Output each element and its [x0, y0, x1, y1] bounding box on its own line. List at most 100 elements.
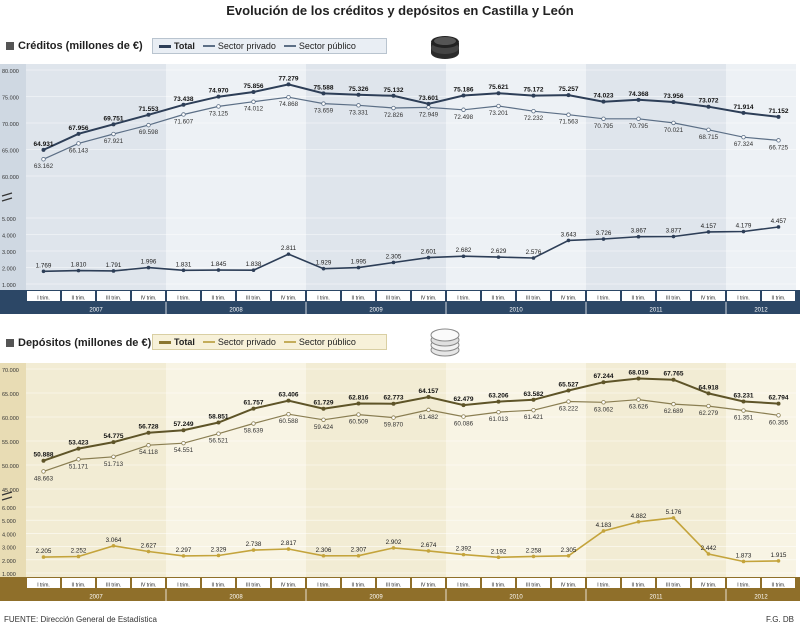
footer-credit: F.G. DB — [765, 615, 794, 624]
legend-swatch-icon — [283, 341, 296, 343]
credit-quarter-cell — [692, 291, 725, 301]
deposit-year-label: 2007 — [89, 595, 103, 601]
deposit-point-total — [76, 446, 81, 451]
credit-label-public: 2.629 — [491, 248, 507, 255]
deposit-label-public: 2.674 — [421, 542, 437, 549]
deposit-label-private: 60.509 — [349, 419, 369, 426]
credit-label-private: 74.868 — [279, 101, 299, 108]
deposit-line-public — [43, 517, 779, 563]
credit-label-total: 75.257 — [559, 86, 579, 93]
deposit-quarter-cell — [587, 578, 620, 588]
deposit-point-private — [636, 397, 641, 402]
deposit-year-label: 2012 — [754, 595, 768, 601]
credit-quarter-cell — [237, 291, 270, 301]
credit-quarter-cell — [482, 291, 515, 301]
credit-point-private — [41, 157, 46, 162]
deposit-label-total: 61.757 — [244, 400, 264, 407]
credit-x-tick-label: III trim. — [106, 296, 121, 302]
deposit-label-total: 62.816 — [349, 394, 369, 401]
credit-point-total — [741, 110, 746, 115]
credit-year-stripe — [446, 64, 586, 290]
credit-x-tick-label: III trim. — [526, 296, 541, 302]
credit-point-public — [321, 266, 326, 271]
credit-point-private — [566, 112, 571, 117]
credit-panel-title: Créditos (millones de €) — [6, 40, 143, 52]
credit-label-public: 2.601 — [421, 249, 437, 256]
deposit-point-private — [671, 401, 676, 407]
credit-point-total — [321, 91, 326, 96]
deposit-point-public — [146, 549, 151, 554]
credit-label-total: 67.956 — [69, 125, 89, 132]
credit-label-total: 71.553 — [139, 106, 159, 113]
deposit-label-public: 4.183 — [596, 522, 612, 529]
credit-point-private — [671, 120, 676, 126]
credit-label-total: 74.970 — [209, 88, 229, 95]
deposit-point-public — [671, 516, 676, 520]
deposit-x-tick-label: III trim. — [386, 583, 401, 589]
deposit-x-tick-label: I trim. — [317, 583, 330, 589]
deposit-label-public: 1.873 — [736, 552, 752, 559]
credit-point-total — [706, 104, 711, 109]
credit-point-total — [671, 100, 676, 105]
deposit-x-tick-label: I trim. — [597, 583, 610, 589]
deposit-y-tick-label: 2.000 — [2, 559, 16, 565]
deposit-point-private — [111, 454, 116, 459]
deposit-point-public — [461, 552, 466, 557]
deposit-title-text: Depósitos (millones de €) — [18, 337, 152, 349]
deposit-label-private: 51.171 — [69, 463, 89, 470]
credit-label-public: 3.877 — [666, 228, 682, 235]
legend-swatch-icon — [159, 44, 171, 48]
credit-label-total: 74.023 — [594, 93, 614, 100]
credit-point-private — [286, 94, 291, 100]
credit-label-private: 67.324 — [734, 141, 754, 148]
deposit-label-public: 2.392 — [456, 546, 472, 553]
credit-point-public — [706, 230, 711, 234]
credit-label-public: 1.996 — [141, 259, 157, 266]
credit-axis-strip — [0, 64, 26, 290]
credit-point-total — [531, 93, 536, 98]
credit-point-private — [706, 127, 711, 133]
credit-point-public — [111, 269, 116, 273]
credit-x-tick-label: I trim. — [177, 296, 190, 302]
bullet-icon — [6, 339, 14, 348]
credit-line-private — [43, 96, 779, 160]
deposit-label-private: 61.351 — [734, 415, 754, 422]
credit-point-private — [146, 122, 151, 128]
deposit-label-total: 58.851 — [209, 414, 229, 421]
deposit-point-total — [41, 458, 46, 463]
legend-swatch-icon — [202, 341, 215, 343]
deposit-label-public: 2.306 — [316, 547, 332, 554]
deposit-point-private — [496, 409, 501, 415]
deposit-x-tick-label: I trim. — [177, 583, 190, 589]
deposit-point-private — [426, 407, 431, 413]
credit-label-private: 70.021 — [664, 127, 684, 134]
credit-quarter-cell — [307, 291, 340, 301]
credit-label-private: 70.795 — [594, 123, 614, 130]
deposit-label-private: 54.118 — [139, 449, 158, 456]
deposit-label-public: 2.192 — [491, 548, 507, 555]
deposit-x-tick-label: IV trim. — [281, 583, 297, 589]
credit-point-private — [76, 141, 81, 146]
credit-quarter-cell — [377, 291, 410, 301]
deposit-point-private — [601, 400, 606, 405]
deposit-label-private: 54.551 — [174, 447, 194, 454]
credit-point-private — [111, 131, 116, 137]
deposit-x-tick-label: II trim. — [772, 583, 786, 589]
deposit-point-total — [671, 377, 676, 382]
credit-point-public — [636, 234, 641, 239]
deposit-year-stripe — [726, 363, 796, 577]
deposit-label-private: 48.663 — [34, 475, 54, 482]
credit-point-private — [461, 107, 466, 112]
coin-stack-icon — [431, 36, 459, 59]
credit-quarter-cell — [727, 291, 760, 301]
deposit-point-total — [356, 401, 361, 406]
credit-quarter-cell — [517, 291, 550, 301]
credit-point-public — [391, 260, 396, 265]
credit-label-private: 68.715 — [699, 134, 719, 141]
deposit-x-tick-label: IV trim. — [561, 583, 577, 589]
credit-x-tick-label: I trim. — [37, 296, 50, 302]
deposit-label-total: 63.231 — [734, 392, 754, 399]
credit-point-total — [776, 114, 781, 119]
deposit-x-tick-label: IV trim. — [141, 583, 157, 589]
credit-point-public — [426, 255, 431, 260]
